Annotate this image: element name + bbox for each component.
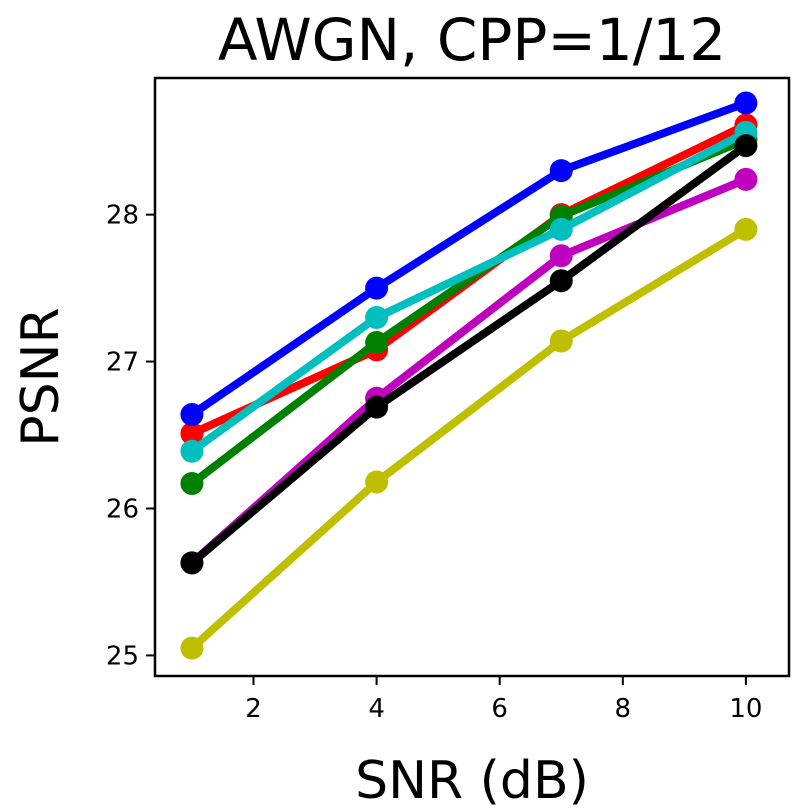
x-tick-label: 8 [615,694,632,724]
data-point-black [549,269,573,293]
data-point-red [180,422,204,446]
series-layer [180,91,758,660]
x-tick-label: 10 [729,694,762,724]
data-point-yellow [734,217,758,241]
data-point-black [365,395,389,419]
series-line-black [187,141,750,567]
y-axis-label: PSNR [11,307,71,446]
x-axis-label: SNR (dB) [355,751,589,809]
data-point-cyan [180,439,204,463]
y-tick-label: 27 [106,348,139,378]
series-line-blue [187,98,750,419]
data-point-green [180,472,204,496]
data-point-green [365,330,389,354]
data-point-blue [734,91,758,115]
data-point-cyan [365,305,389,329]
series-green [180,128,758,496]
data-point-yellow [365,470,389,494]
y-tick-label: 26 [106,495,139,525]
x-tick-label: 2 [245,694,262,724]
series-line-magenta [187,175,750,567]
data-point-blue [180,402,204,426]
data-point-magenta [549,244,573,268]
data-point-yellow [180,636,204,660]
plot-frame [153,76,791,678]
data-point-blue [365,276,389,300]
data-point-cyan [549,217,573,241]
series-line-cyan [187,128,750,456]
data-point-black [180,551,204,575]
y-tick-label: 25 [106,641,139,671]
series-line-green [187,135,750,488]
data-point-magenta [734,167,758,191]
data-point-yellow [549,329,573,353]
series-blue [180,91,758,426]
x-tick-label: 6 [491,694,508,724]
chart-title: AWGN, CPP=1/12 [218,6,726,74]
series-black [180,134,758,575]
x-tick-label: 4 [368,694,385,724]
axis-ticks: 2 4 6 8 10 25 26 27 28 [106,201,763,724]
data-point-black [734,134,758,158]
data-point-blue [549,159,573,183]
y-tick-label: 28 [106,201,139,231]
series-line-yellow [187,225,750,653]
series-yellow [180,217,758,660]
